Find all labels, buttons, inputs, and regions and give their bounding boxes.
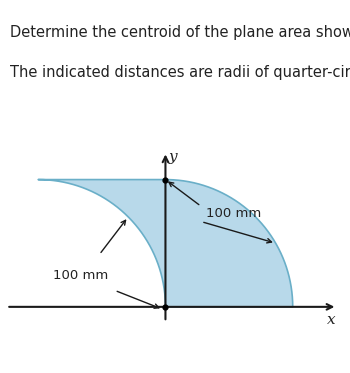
- Text: y: y: [169, 150, 177, 164]
- Text: Determine the centroid of the plane area shown.: Determine the centroid of the plane area…: [10, 25, 350, 40]
- Text: x: x: [327, 313, 335, 327]
- Text: 100 mm: 100 mm: [206, 207, 261, 220]
- Polygon shape: [38, 179, 293, 307]
- Text: 100 mm: 100 mm: [54, 269, 109, 282]
- Text: The indicated distances are radii of quarter-circles.: The indicated distances are radii of qua…: [10, 66, 350, 81]
